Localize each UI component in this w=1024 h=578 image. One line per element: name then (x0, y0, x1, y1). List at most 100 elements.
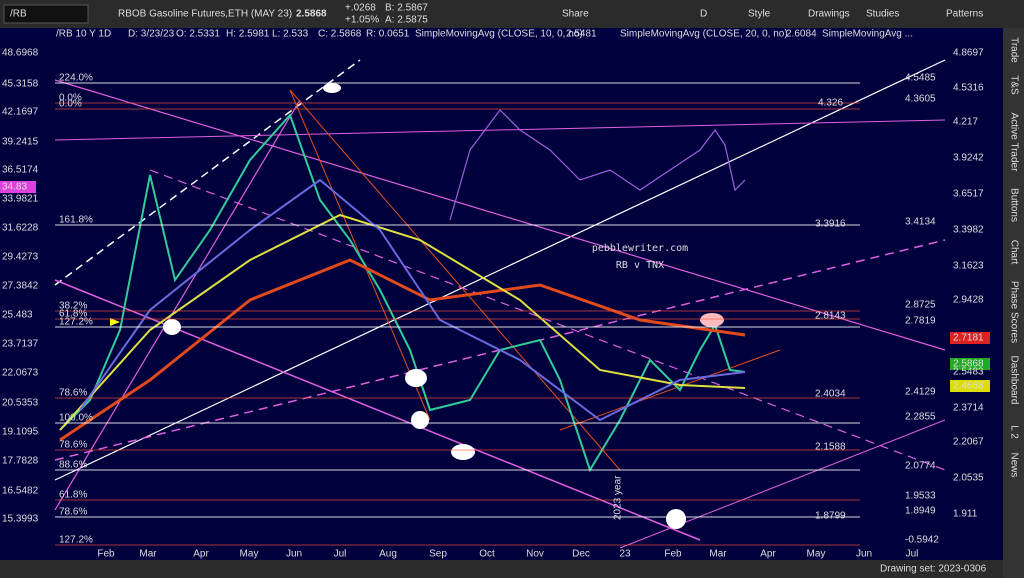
side-tab[interactable]: L 2 (1008, 425, 1019, 439)
right-axis-label: 2.5868 (953, 359, 984, 370)
side-tab[interactable]: Phase Scores (1008, 281, 1019, 343)
marker (451, 444, 475, 460)
channel-line (54, 279, 701, 541)
fib-label: 127.2% (59, 535, 93, 546)
side-tab[interactable]: Active Trader (1008, 113, 1019, 173)
fib-price: 2.4034 (815, 389, 846, 400)
left-axis-label: 34.83 (2, 182, 27, 193)
left-axis-label: 36.5174 (2, 165, 39, 176)
channel-line (54, 79, 946, 351)
price-badge (0, 181, 36, 193)
toolbar-button[interactable]: Patterns (946, 9, 983, 20)
fib-price: 1.8799 (815, 511, 846, 522)
toolbar (0, 0, 1024, 28)
study-value: 2.6084 (786, 29, 817, 40)
left-axis-label: 25.483 (2, 310, 33, 321)
right-axis-label: 4.5316 (953, 83, 984, 94)
moving-average-50 (59, 213, 746, 431)
bid: B: 2.5867 (385, 3, 428, 14)
study-value: 2.5481 (566, 29, 597, 40)
left-axis-label: 23.7137 (2, 339, 39, 350)
footer-bar (0, 560, 1003, 578)
trend-line (54, 59, 946, 481)
header-field: R: 0.0651 (366, 29, 410, 40)
change: +.0268 (345, 3, 376, 14)
study-name: SimpleMovingAvg (CLOSE, 20, 0, no) (620, 29, 788, 40)
fib-price: 2.8143 (815, 311, 846, 322)
trend-line (54, 59, 361, 286)
x-axis-label: Feb (97, 549, 115, 560)
left-axis-label: 17.7828 (2, 456, 39, 467)
fib-price: 2.0774 (905, 461, 936, 472)
arrow (110, 318, 120, 326)
left-axis-label: 20.5353 (2, 398, 39, 409)
side-tab[interactable]: T&S (1008, 75, 1019, 95)
fib-label: 88.6% (59, 460, 87, 471)
toolbar-button[interactable]: D (700, 9, 707, 20)
study-name: SimpleMovingAvg ... (822, 29, 913, 40)
left-axis-label: 33.9821 (2, 194, 39, 205)
fib-label: 127.2% (59, 317, 93, 328)
moving-average-20 (79, 178, 746, 422)
fib-label: 78.6% (59, 388, 87, 399)
header-field: C: 2.5868 (318, 29, 362, 40)
side-tab[interactable]: Chart (1008, 240, 1019, 265)
side-tab[interactable]: News (1008, 452, 1019, 477)
ask: A: 2.5875 (385, 15, 428, 26)
fib-price: 2.8725 (905, 300, 936, 311)
x-axis-label: Jun (856, 549, 872, 560)
toolbar-button[interactable]: Studies (866, 9, 899, 20)
x-axis-label: Mar (139, 549, 157, 560)
marker (666, 509, 686, 529)
right-axis-label: 2.4668 (953, 381, 984, 392)
annotation: 2023 year (613, 475, 624, 520)
x-axis-label: Sep (429, 549, 447, 560)
fib-label: 100.0% (59, 413, 93, 424)
left-axis-label: 29.4273 (2, 252, 39, 263)
fib-label: 38.2% (59, 301, 87, 312)
fib-price: 2.1588 (815, 442, 846, 453)
fib-price: 4.5485 (905, 73, 936, 84)
side-tab[interactable]: Dashboard (1008, 356, 1019, 405)
x-axis-label: Apr (193, 549, 209, 560)
left-axis-label: 16.5482 (2, 486, 39, 497)
x-axis-label: May (240, 549, 259, 560)
price-bars (59, 113, 746, 473)
header-field: L: 2.533 (272, 29, 309, 40)
annotation: pebblewriter.com (592, 243, 688, 254)
right-axis-label: 4.8697 (953, 48, 984, 59)
price-badge (950, 358, 990, 370)
channel-line (54, 119, 946, 141)
moving-average-200 (59, 258, 746, 442)
fib-price: 2.7819 (905, 316, 936, 327)
fib-price: 2.2855 (905, 412, 936, 423)
x-axis-label: Mar (709, 549, 727, 560)
description: RBOB Gasoline Futures,ETH (MAY 23) (118, 9, 292, 20)
fib-label: 61.8% (59, 490, 87, 501)
tnx-line (449, 109, 746, 221)
right-axis-label: 3.9242 (953, 153, 984, 164)
fib-label: 161.8% (59, 215, 93, 226)
toolbar-button[interactable]: Share (562, 9, 589, 20)
x-axis-label: Aug (379, 549, 397, 560)
marker (323, 83, 341, 93)
fan-line (289, 89, 621, 471)
fib-price: 1.8949 (905, 506, 936, 517)
study-name: SimpleMovingAvg (CLOSE, 10, 0, no) (415, 29, 583, 40)
x-axis-label: Nov (526, 549, 544, 560)
x-axis-label: Oct (479, 549, 495, 560)
right-axis-label: 3.1623 (953, 261, 984, 272)
side-tab[interactable]: Trade (1008, 37, 1019, 63)
symbol-box[interactable] (3, 4, 89, 24)
fib-label: 224.0% (59, 73, 93, 84)
right-axis-label: 2.0535 (953, 473, 984, 484)
right-axis-label: 2.2067 (953, 437, 984, 448)
fib-price: 3.3916 (815, 219, 846, 230)
left-axis-label: 42.1697 (2, 107, 39, 118)
toolbar-button[interactable]: Drawings (808, 9, 850, 20)
side-tab[interactable]: Buttons (1008, 188, 1019, 222)
toolbar-button[interactable]: Style (748, 9, 771, 20)
fib-label: 0.0% (59, 99, 82, 110)
symbol[interactable]: /RB (10, 9, 27, 20)
x-axis-label: Jun (286, 549, 302, 560)
